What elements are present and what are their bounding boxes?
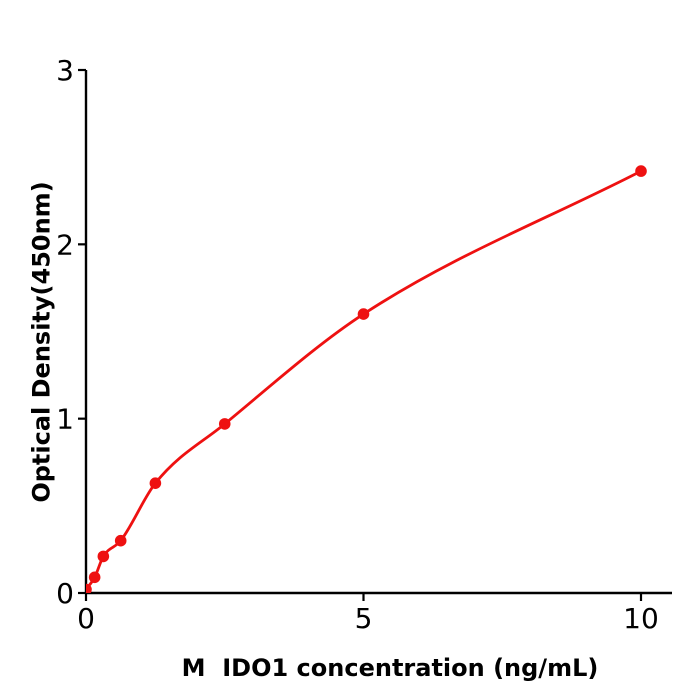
data-point-marker [114,534,127,547]
y-tick-label: 1 [56,403,74,436]
standard-curve-line [86,169,643,591]
x-tick-label: 10 [623,602,659,635]
x-tick-label: 0 [77,602,95,635]
y-tick-label: 3 [56,54,74,87]
data-point-marker [357,308,370,320]
y-tick-label: 0 [56,577,74,610]
data-point-marker [86,583,92,593]
x-axis-title: M IDO1 concentration (ng/mL) [181,654,599,682]
data-point-marker [88,571,101,584]
y-tick-label: 2 [56,228,74,261]
data-point-marker [635,165,647,177]
data-point-marker [149,477,162,489]
data-point-marker [218,418,231,430]
x-tick-label: 5 [355,602,373,635]
data-point-marker [97,550,110,563]
y-axis-title: Optical Density(450nm) [27,181,56,503]
